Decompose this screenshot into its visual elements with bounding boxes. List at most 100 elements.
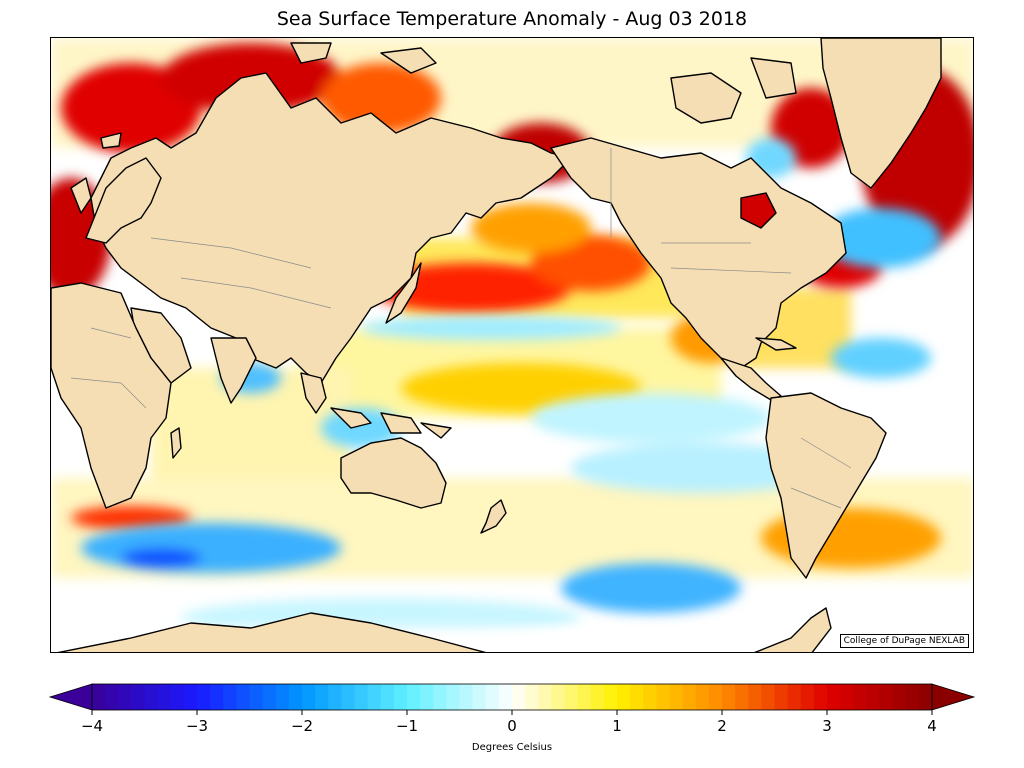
- colorbar-cell: [564, 684, 579, 710]
- colorbar-cell: [761, 684, 776, 710]
- map-canvas: [51, 38, 973, 652]
- colorbar-cell: [656, 684, 671, 710]
- colorbar-cell: [879, 684, 894, 710]
- colorbar-cell: [315, 684, 329, 710]
- colorbar-tick-label: −4: [81, 717, 103, 735]
- colorbar-tick-label: 3: [822, 717, 832, 735]
- scandinavia: [85, 157, 162, 244]
- colorbar-cell: [735, 684, 749, 710]
- colorbar-cell: [840, 684, 854, 710]
- colorbar-cell: [905, 684, 920, 710]
- colorbar-cell: [433, 684, 447, 710]
- colorbar-tick-label: 0: [507, 717, 517, 735]
- colorbar-cell: [354, 684, 369, 710]
- colorbar-cell: [118, 684, 132, 710]
- colorbar-cell: [787, 684, 802, 710]
- colorbar-cell: [157, 684, 172, 710]
- colorbar-cell: [446, 684, 461, 710]
- uk-iceland: [70, 132, 122, 214]
- colorbar-tick-label: 1: [612, 717, 622, 735]
- colorbar-cell: [262, 684, 277, 710]
- greenland: [820, 38, 942, 189]
- sst-anomaly-field: [51, 38, 973, 652]
- colorbar-cell: [249, 684, 264, 710]
- colorbar-cell: [590, 684, 605, 710]
- arctic-islands: [290, 42, 797, 124]
- colorbar-cell: [472, 684, 487, 710]
- colorbar-cell: [774, 684, 789, 710]
- north-america: [550, 137, 847, 369]
- colorbar-cell: [525, 684, 539, 710]
- land-masses: [51, 38, 942, 652]
- colorbar-cell: [197, 684, 211, 710]
- colorbar-cell: [183, 684, 198, 710]
- colorbar-tick-label: −3: [186, 717, 208, 735]
- colorbar-cell: [459, 684, 474, 710]
- colorbar-cell: [669, 684, 684, 710]
- colorbar-cell: [892, 684, 907, 710]
- colorbar-tick-label: −2: [291, 717, 313, 735]
- colorbar-cell: [236, 684, 251, 710]
- new-zealand: [480, 499, 507, 534]
- colorbar-cell: [131, 684, 146, 710]
- colorbar-cell: [407, 684, 421, 710]
- colorbar-cell: [367, 684, 382, 710]
- colorbar-cell: [275, 684, 290, 710]
- indonesia: [330, 407, 452, 439]
- colorbar-cell: [695, 684, 710, 710]
- colorbar-cell: [748, 684, 762, 710]
- map-title: Sea Surface Temperature Anomaly - Aug 03…: [276, 8, 748, 30]
- colorbar-cell: [617, 684, 631, 710]
- colorbar-min-extension: [48, 683, 93, 711]
- colorbar-cell: [577, 684, 592, 710]
- colorbar-cell: [853, 684, 867, 710]
- colorbar-cell: [105, 684, 119, 710]
- colorbar-cell: [288, 684, 303, 710]
- colorbar-label: Degrees Celsius: [471, 742, 553, 753]
- colorbar-cell: [827, 684, 841, 710]
- eurasia: [90, 72, 572, 384]
- colorbar-cell: [302, 684, 316, 710]
- colorbar-cell: [144, 684, 159, 710]
- hudson-bay: [740, 192, 777, 229]
- colorbar-cell: [800, 684, 815, 710]
- colorbar-cell: [223, 684, 237, 710]
- colorbar-cell: [918, 684, 933, 710]
- colorbar-cell: [92, 684, 106, 710]
- colorbar-cell: [603, 684, 618, 710]
- colorbar-cell: [551, 684, 566, 710]
- colorbar-tick-label: −1: [396, 717, 418, 735]
- colorbar-cell: [485, 684, 500, 710]
- colorbar-cell: [813, 684, 828, 710]
- madagascar: [170, 427, 182, 459]
- colorbar-cell: [682, 684, 697, 710]
- colorbar-cell: [512, 684, 526, 710]
- cuba: [755, 337, 797, 351]
- colorbar: −4 −3 −2 −1 0 1 2 3 4: [48, 683, 976, 735]
- colorbar-cell: [866, 684, 881, 710]
- india: [210, 337, 257, 404]
- africa: [51, 282, 172, 509]
- colorbar-cell: [498, 684, 513, 710]
- south-america: [765, 392, 887, 579]
- colorbar-cell: [210, 684, 224, 710]
- colorbar-cell: [380, 684, 395, 710]
- colorbar-cell: [170, 684, 185, 710]
- colorbar-cell: [538, 684, 552, 710]
- colorbar-cell: [722, 684, 736, 710]
- colorbar-tick-label: 4: [927, 717, 937, 735]
- colorbar-cell: [328, 684, 342, 710]
- colorbar-cell: [643, 684, 657, 710]
- colorbar-cell: [341, 684, 356, 710]
- antarctica: [57, 607, 832, 652]
- colorbar-cell: [393, 684, 408, 710]
- australia: [340, 437, 447, 509]
- sst-anomaly-map: College of DuPage NEXLAB: [50, 37, 974, 653]
- se-asia: [300, 372, 327, 414]
- colorbar-ticks: −4 −3 −2 −1 0 1 2 3 4: [81, 710, 937, 735]
- country-borders: [70, 148, 852, 509]
- colorbar-cell: [420, 684, 434, 710]
- colorbar-cells: [92, 684, 933, 710]
- colorbar-tick-label: 2: [717, 717, 727, 735]
- credit-label: College of DuPage NEXLAB: [839, 634, 969, 648]
